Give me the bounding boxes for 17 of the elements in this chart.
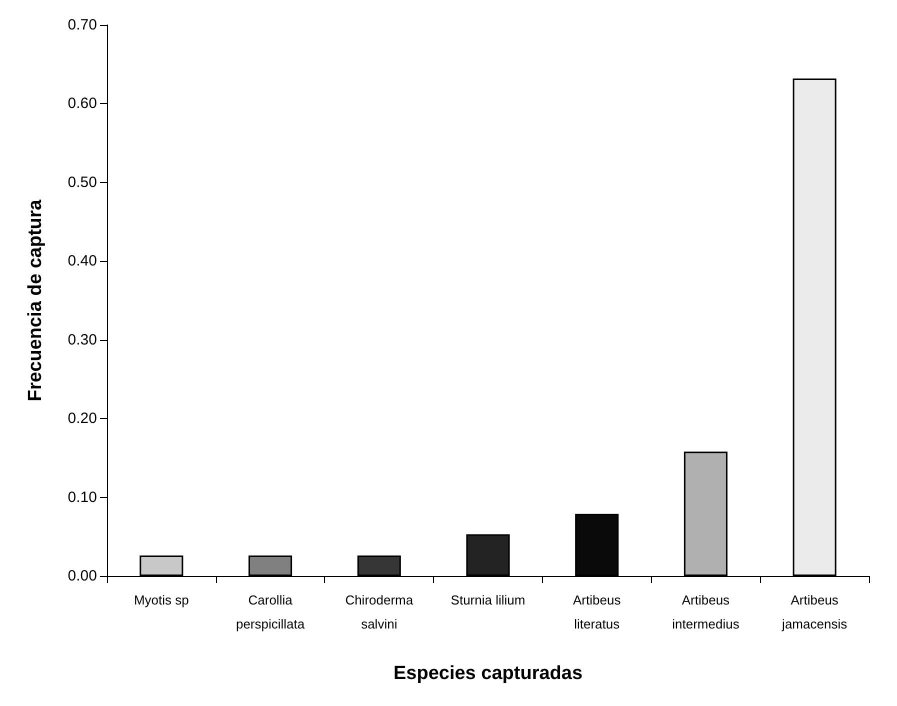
x-tick-label: Artibeus jamacensis (781, 592, 848, 632)
y-tick-label: 0.00 (68, 568, 97, 584)
x-axis-title: Especies capturadas (393, 663, 583, 684)
x-tick-label: Artibeus intermedius (672, 592, 740, 632)
y-tick-label: 0.30 (68, 331, 97, 348)
x-tick-label: Artibeus literatus (573, 592, 622, 632)
y-tick-label: 0.40 (68, 252, 97, 270)
y-tick-label: 0.50 (68, 174, 97, 191)
x-tick-label: Carollia perspicillata (236, 592, 306, 632)
y-tick-label: 0.60 (68, 95, 97, 112)
y-tick-label: 0.70 (68, 16, 97, 34)
x-tick-label: Sturnia lilium (450, 592, 526, 608)
y-axis-title: Frecuencia de captura (25, 199, 46, 402)
x-tick-label: Chiroderma salvini (345, 592, 414, 632)
y-tick-label: 0.20 (68, 410, 97, 428)
x-tick-label: Myotis sp (134, 592, 189, 608)
y-tick-label: 0.10 (68, 488, 97, 506)
